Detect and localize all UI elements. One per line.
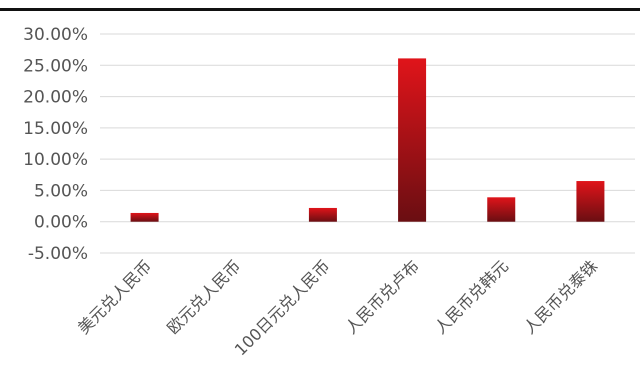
y-tick-label: 0.00% [34,213,88,233]
bars [130,58,605,222]
bar [130,212,159,222]
bar [308,207,337,222]
x-category-label: 人民币兑韩元 [431,256,512,337]
y-tick-label: 5.00% [34,181,88,201]
x-category-label: 100日元兑人民币 [231,256,334,359]
y-tick-label: 30.00% [23,25,88,45]
y-tick-label: 25.00% [23,56,88,76]
top-rule [0,8,640,11]
bar [398,58,427,222]
x-category-label: 人民币兑卢布 [342,256,423,337]
bar [487,197,516,222]
x-category-label: 欧元兑人民币 [163,256,244,337]
y-tick-label: 10.00% [23,150,88,170]
y-tick-label: 20.00% [23,88,88,108]
y-tick-label: -5.00% [28,244,88,264]
y-tick-label: 15.00% [23,119,88,139]
bar [576,181,605,222]
x-category-label: 人民币兑泰铢 [520,256,601,337]
y-axis-ticks: -5.00% 0.00% 5.00% 10.00% 15.00% 20.00% 25.00%… [23,25,88,264]
gridlines [100,33,635,254]
x-category-label: 美元兑人民币 [74,256,155,337]
